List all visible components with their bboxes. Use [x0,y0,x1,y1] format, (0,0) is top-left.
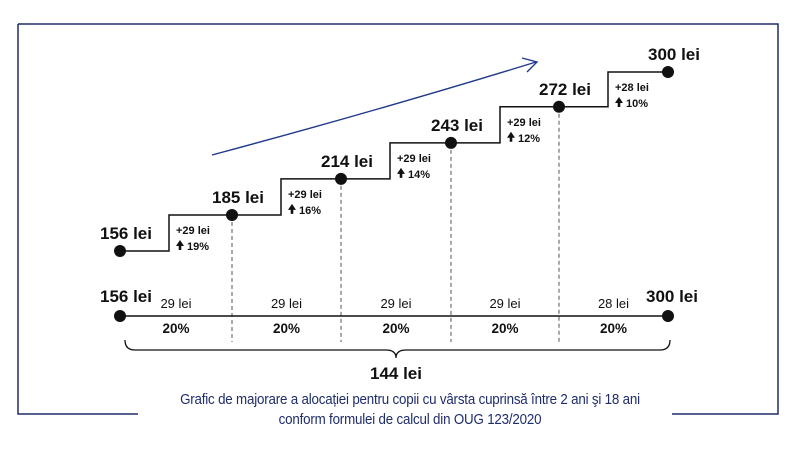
value-label: 243 lei [431,116,483,135]
segment-percent: 20% [382,321,409,336]
segment-percent: 20% [600,321,627,336]
up-arrow-icon [176,239,184,250]
data-point [445,136,457,149]
step-chart: +29 lei 19% +29 lei 16% +29 lei 14% +29 lei 12%… [100,45,700,383]
up-arrow-icon [397,167,405,178]
caption-line-2: conform formulei de calcul din OUG 123/2… [278,412,542,428]
increment-percent: 19% [187,241,209,253]
data-point [226,208,238,221]
segment-percent: 20% [273,321,300,336]
increment-percent: 10% [626,98,648,110]
trend-arrow-line [211,61,537,156]
segment-amount: 29 lei [271,296,302,311]
segment-amount: 29 lei [160,296,191,311]
timeline-end-label: 300 lei [646,287,698,306]
increment-amount: +29 lei [176,225,210,237]
timeline-start-point [114,310,126,322]
value-label: 214 lei [321,152,373,171]
increment-amount: +29 lei [397,153,431,165]
value-label: 156 lei [100,224,152,243]
value-label: 272 lei [539,80,591,99]
total-label: 144 lei [370,364,422,383]
caption-line-1: Grafic de majorare a alocației pentru co… [180,392,640,408]
segment-amount: 28 lei [598,296,629,311]
increment-percent: 14% [408,169,430,181]
increment-percent: 16% [299,205,321,217]
segment-amount: 29 lei [380,296,411,311]
segment-amount: 29 lei [489,296,520,311]
value-label: 300 lei [648,45,700,64]
trend-arrow-head [521,57,539,73]
data-point [114,245,126,257]
total-brace [124,339,671,359]
up-arrow-icon [288,203,296,214]
data-point [662,66,674,78]
increment-amount: +29 lei [288,189,322,201]
increment-amount: +28 lei [615,82,649,94]
increment-amount: +29 lei [507,117,541,129]
segment-percent: 20% [162,321,189,336]
step-line [120,71,668,252]
timeline-end-point [662,310,674,322]
data-point [335,172,347,185]
up-arrow-icon [615,97,623,107]
increment-percent: 12% [518,133,540,145]
value-label: 185 lei [212,188,264,207]
up-arrow-icon [507,131,515,142]
data-point [553,100,565,113]
timeline-start-label: 156 lei [100,287,152,306]
segment-percent: 20% [491,321,518,336]
